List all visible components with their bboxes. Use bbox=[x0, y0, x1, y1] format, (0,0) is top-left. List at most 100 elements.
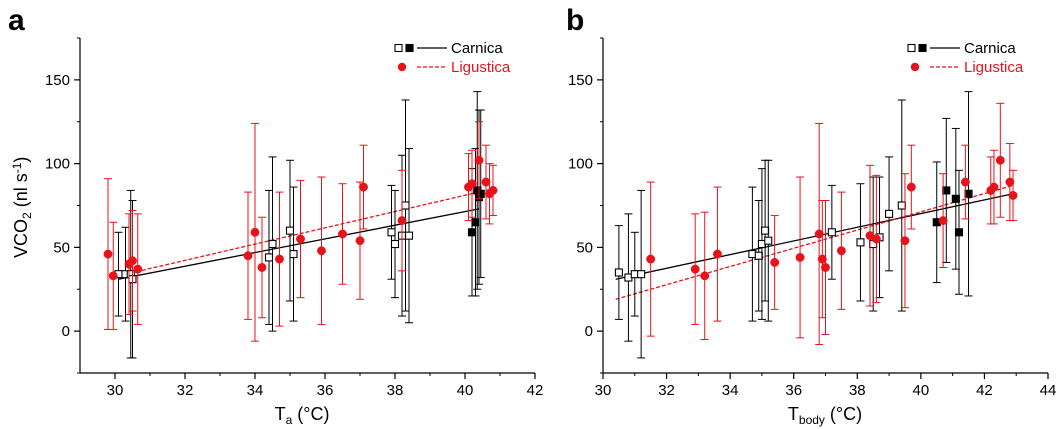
panel-b-fit-lines bbox=[615, 184, 1014, 300]
panel-b-legend-carnica-open-marker bbox=[907, 43, 916, 53]
panel-b-ligustica-marker bbox=[1008, 191, 1018, 200]
panel-a-ligustica-marker bbox=[359, 182, 368, 192]
panel-a-data-points bbox=[103, 91, 498, 359]
panel-b-carnica-marker bbox=[856, 238, 865, 247]
panel-a-fit-lines bbox=[118, 188, 494, 280]
panel-a-ligustica-point bbox=[128, 210, 137, 312]
panel-a-ligustica-point bbox=[243, 191, 253, 320]
panel-a-ligustica-point bbox=[250, 122, 260, 342]
panel-a-axes: 30 32 34 36 38 40 42 0 50 100 150 bbox=[45, 37, 543, 399]
panel-a-ligustica-point bbox=[359, 144, 368, 230]
panel-b-ligustica-point bbox=[960, 144, 970, 220]
panel-a-y-axis-label: VCO2 (nl s-1) bbox=[10, 157, 34, 258]
panel-a-ligustica-point bbox=[257, 216, 267, 319]
panel-b-y-tick-label: 0 bbox=[585, 323, 593, 340]
panel-b-y-tick-label: 100 bbox=[568, 156, 593, 173]
panel-a-ligustica-point bbox=[481, 144, 491, 220]
panel-a-y-tick-label: 0 bbox=[62, 323, 70, 340]
panel-b-ligustica-point bbox=[814, 122, 824, 346]
panel-a-y-tick-label: 150 bbox=[45, 72, 70, 89]
panel-a-ligustica-point bbox=[103, 178, 113, 330]
panel-b-ligustica-marker bbox=[817, 254, 827, 264]
panel-b-ligustica-marker bbox=[938, 216, 948, 226]
panel-b-carnica-point bbox=[748, 186, 757, 322]
panel-a-x-tick-label: 32 bbox=[177, 382, 194, 399]
panel-a-ligustica-marker bbox=[474, 155, 484, 165]
panel-b-ligustica-point bbox=[817, 199, 827, 319]
panel-b-legend-ligustica-label: Ligustica bbox=[964, 59, 1024, 76]
panel-b-carnica-point bbox=[954, 169, 964, 295]
panel-b-x-tick-label: 42 bbox=[976, 382, 993, 399]
panel-a-ligustica-point bbox=[397, 169, 407, 272]
panel-b-ligustica-marker bbox=[989, 182, 999, 192]
panel-a-ligustica-point bbox=[467, 149, 477, 218]
panel-a-ligustica-marker bbox=[355, 236, 365, 246]
panel-a-ligustica-marker bbox=[103, 249, 113, 259]
panel-a-ligustica-marker bbox=[128, 256, 137, 266]
panel-b-x-axis-label: Tbody (°C) bbox=[788, 404, 862, 427]
panel-b-ligustica-point bbox=[700, 211, 710, 340]
panel-b-ligustica-point bbox=[770, 215, 780, 310]
panel-a-carnica-marker bbox=[285, 226, 295, 235]
panel-a-legend-carnica-filled-marker bbox=[405, 43, 414, 53]
panel-b-carnica-marker bbox=[764, 236, 773, 245]
panel-b-legend-ligustica-marker bbox=[910, 62, 920, 72]
panel-b-carnica-marker bbox=[827, 228, 836, 237]
panel-b-y-tick-label: 50 bbox=[576, 239, 593, 256]
panel-a-x-tick-label: 36 bbox=[317, 382, 334, 399]
panel-b-ligustica-marker bbox=[906, 182, 916, 192]
panel-b-ligustica-marker bbox=[690, 264, 700, 274]
panel-b-ligustica-marker bbox=[646, 254, 656, 264]
panel-a-legend-carnica-label: Carnica bbox=[451, 40, 503, 57]
panel-b-carnica-fit-line bbox=[615, 193, 1014, 280]
panel-a-ligustica-marker bbox=[275, 254, 284, 264]
panel-a-carnica-point bbox=[387, 184, 396, 280]
panel-b-carnica-marker bbox=[964, 189, 973, 198]
panel-a-letter: a bbox=[8, 4, 25, 37]
panel-a-x-tick-label: 30 bbox=[107, 382, 124, 399]
panel-b-y-tick-label: 150 bbox=[568, 72, 593, 89]
panel-b-carnica-point bbox=[964, 91, 973, 297]
panel-b-x-tick-label: 44 bbox=[1040, 382, 1057, 399]
panel-b-x-tick-label: 36 bbox=[785, 382, 802, 399]
panel-a-y-tick-label: 100 bbox=[45, 156, 70, 173]
panel-b-data-points bbox=[614, 91, 1018, 359]
panel-b-ligustica-point bbox=[900, 173, 910, 309]
panel-a-ligustica-marker bbox=[467, 179, 477, 189]
panel-a-legend-carnica-open-marker bbox=[394, 43, 403, 53]
panel-b-ligustica-marker bbox=[1005, 177, 1015, 187]
panel-b-axes: 30 32 34 36 38 40 42 44 0 50 100 150 bbox=[568, 37, 1057, 399]
panel-b-x-tick-label: 32 bbox=[658, 382, 675, 399]
panel-b-letter: b bbox=[566, 4, 584, 37]
panel-b-ligustica-marker bbox=[821, 263, 830, 272]
panel-b-carnica-point bbox=[856, 183, 865, 302]
panel-b-ligustica-marker bbox=[871, 234, 881, 244]
panel-a-carnica-point bbox=[264, 189, 274, 325]
panel-b-ligustica-point bbox=[1008, 169, 1018, 222]
panel-a-ligustica-point bbox=[338, 183, 347, 285]
panel-a-carnica-marker bbox=[264, 253, 274, 262]
panel-a-carnica-marker bbox=[404, 231, 414, 240]
panel-b-ligustica-point bbox=[821, 199, 830, 335]
panel-a-carnica-point bbox=[471, 148, 480, 297]
panel-a-carnica-marker bbox=[467, 228, 477, 237]
panel-b-ligustica-point bbox=[712, 186, 722, 322]
panel-a-ligustica-marker bbox=[257, 263, 267, 272]
panel-b-carnica-point bbox=[764, 159, 773, 322]
panel-a-x-axis-label: Ta (°C) bbox=[275, 404, 330, 427]
panel-b-ligustica-point bbox=[989, 149, 999, 225]
panel-b-legend-carnica-label: Carnica bbox=[964, 40, 1016, 57]
panel-a-carnica-point bbox=[126, 189, 135, 359]
panel-b-ligustica-marker bbox=[700, 271, 710, 281]
panel-a-x-tick-label: 34 bbox=[247, 382, 264, 399]
panel-a-carnica-point bbox=[476, 109, 485, 279]
panel-a-ligustica-fit-line bbox=[118, 188, 494, 277]
panel-b-x-tick-label: 34 bbox=[722, 382, 739, 399]
panel-b-ligustica-marker bbox=[770, 258, 780, 267]
panel-b-ligustica-point bbox=[995, 102, 1005, 218]
panel-a-ligustica-point bbox=[275, 191, 284, 327]
panel-b-carnica-marker bbox=[761, 226, 770, 235]
panel-a-carnica-fit-line bbox=[118, 208, 480, 280]
panel-a-legend-ligustica-label: Ligustica bbox=[451, 59, 511, 76]
